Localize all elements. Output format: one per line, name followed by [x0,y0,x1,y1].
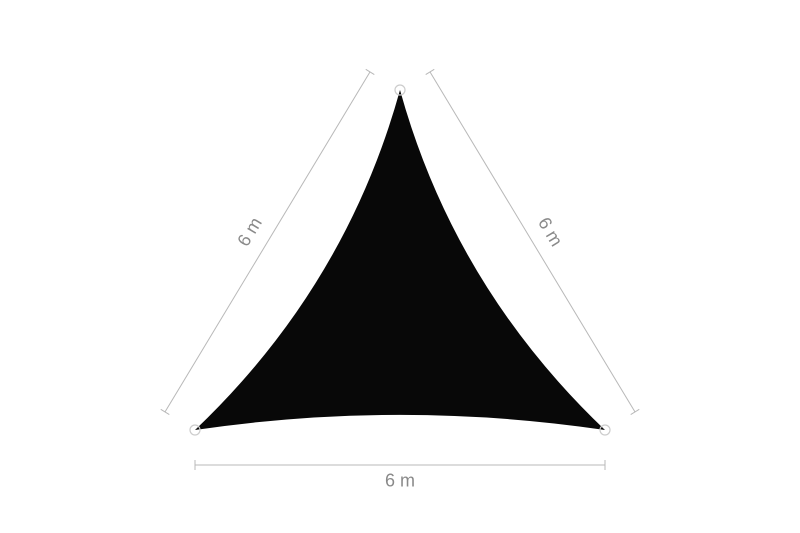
dimension-line-right-tick-start [426,69,435,74]
dimension-label-bottom: 6 m [385,471,415,492]
dimension-line-left-tick-end [161,409,170,414]
dimension-line-right-tick-end [631,409,640,414]
dimension-line-left-tick-start [366,69,375,74]
diagram-stage: 6 m 6 m 6 m [0,0,800,533]
diagram-svg [0,0,800,533]
